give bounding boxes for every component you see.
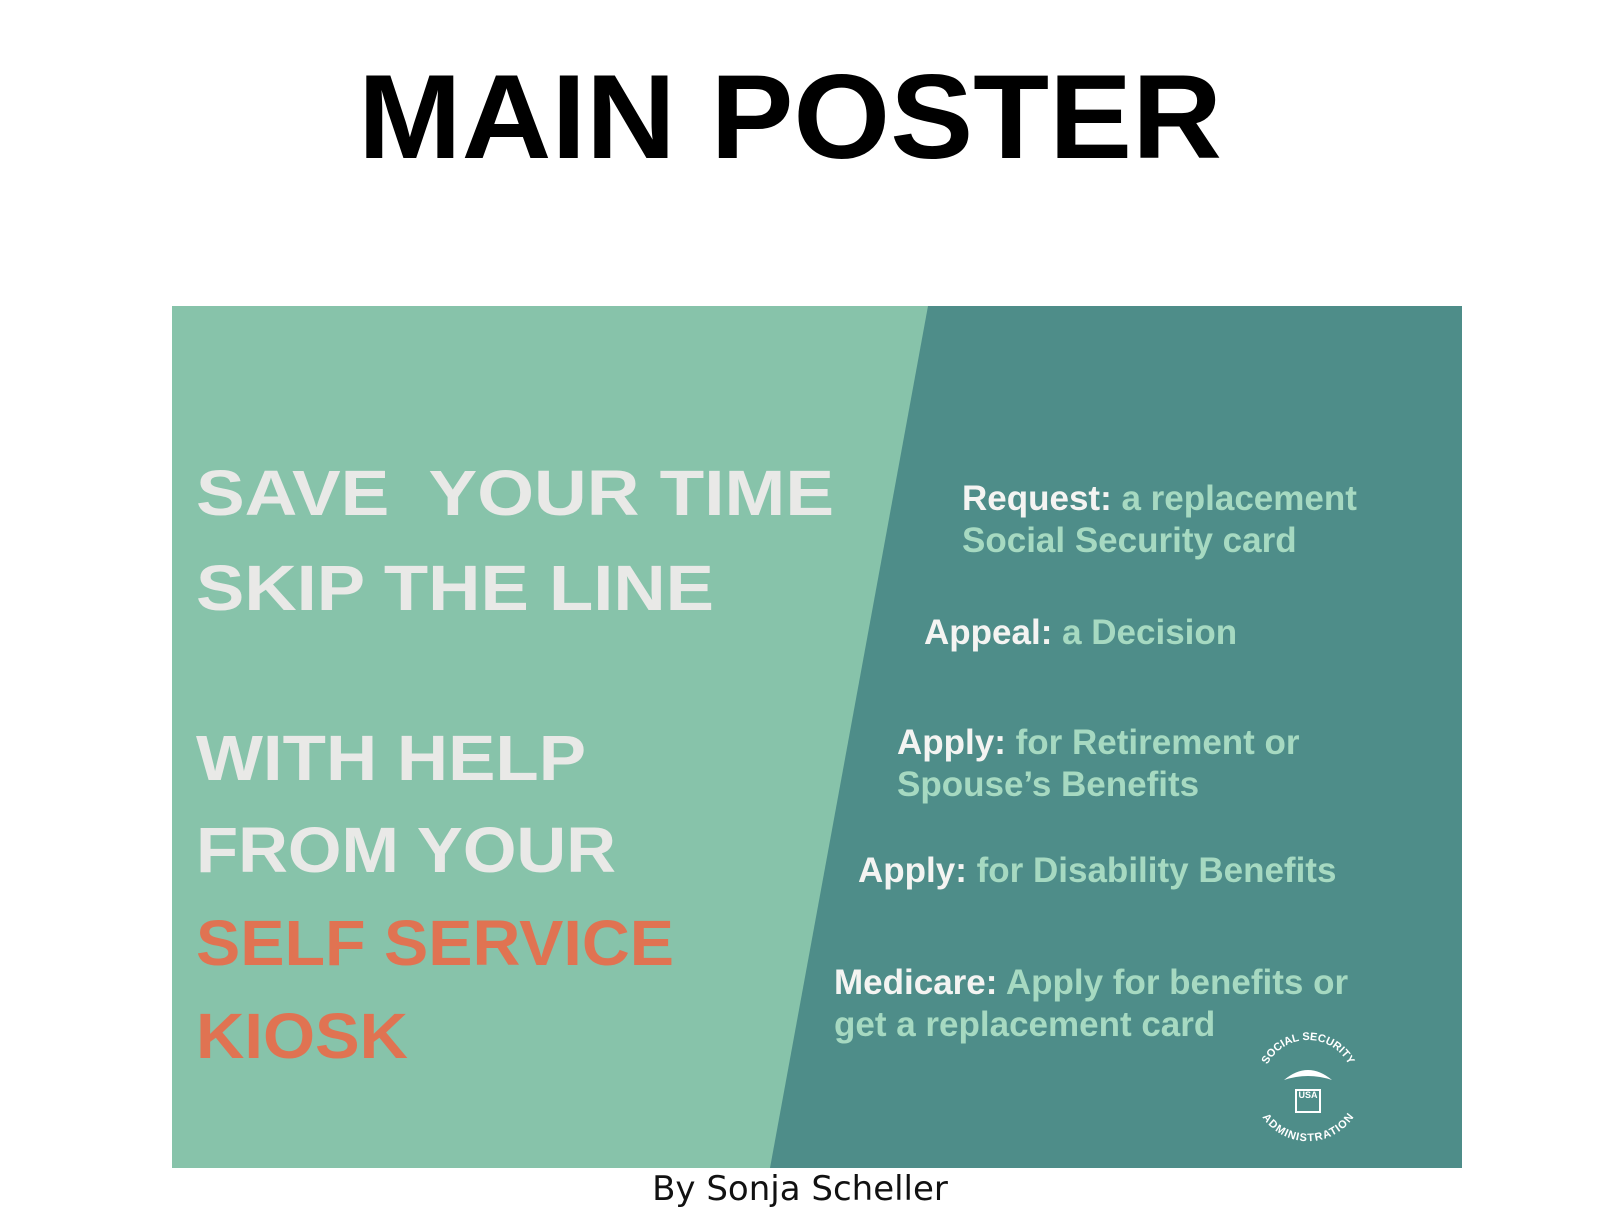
poster: SAVE YOUR TIME SKIP THE LINE WITH HELP F… [172, 306, 1462, 1168]
title: MAIN POSTER [358, 50, 1222, 184]
highlight: KIOSK [196, 1000, 408, 1072]
seal-eagle [1284, 1070, 1332, 1080]
credit: By Sonja Scheller [652, 1169, 948, 1209]
service-text: Spouse’s Benefits [897, 765, 1199, 804]
service-label: Apply: [897, 723, 1006, 762]
headline: SAVE YOUR TIME [196, 457, 834, 529]
service-text: Apply for benefits or [1006, 963, 1349, 1002]
poster-panel [770, 306, 1462, 1168]
service-text: for Retirement or [1016, 723, 1300, 762]
service-label: Request: [962, 479, 1112, 518]
service-text: for Disability Benefits [977, 851, 1337, 890]
headline: WITH HELP [196, 722, 586, 794]
service-text: Social Security card [962, 521, 1297, 560]
service-label: Apply: [858, 851, 967, 890]
service-label: Medicare: [834, 963, 997, 1002]
service-text: a Decision [1062, 613, 1237, 652]
service-text: get a replacement card [834, 1005, 1215, 1044]
highlight: SELF SERVICE [196, 907, 674, 979]
service-text: a replacement [1121, 479, 1357, 518]
seal-center: USA [1298, 1090, 1318, 1100]
seal-shield [1295, 1089, 1321, 1113]
headline: SKIP THE LINE [196, 552, 714, 624]
service: Apply: for Disability Benefits [858, 851, 1336, 890]
service-label: Appeal: [924, 613, 1052, 652]
service: Apply: for Retirement or [897, 723, 1300, 762]
service: Appeal: a Decision [924, 613, 1237, 652]
headline: FROM YOUR [196, 814, 616, 886]
service: Request: a replacement [962, 479, 1357, 518]
service: Medicare: Apply for benefits or [834, 963, 1348, 1002]
